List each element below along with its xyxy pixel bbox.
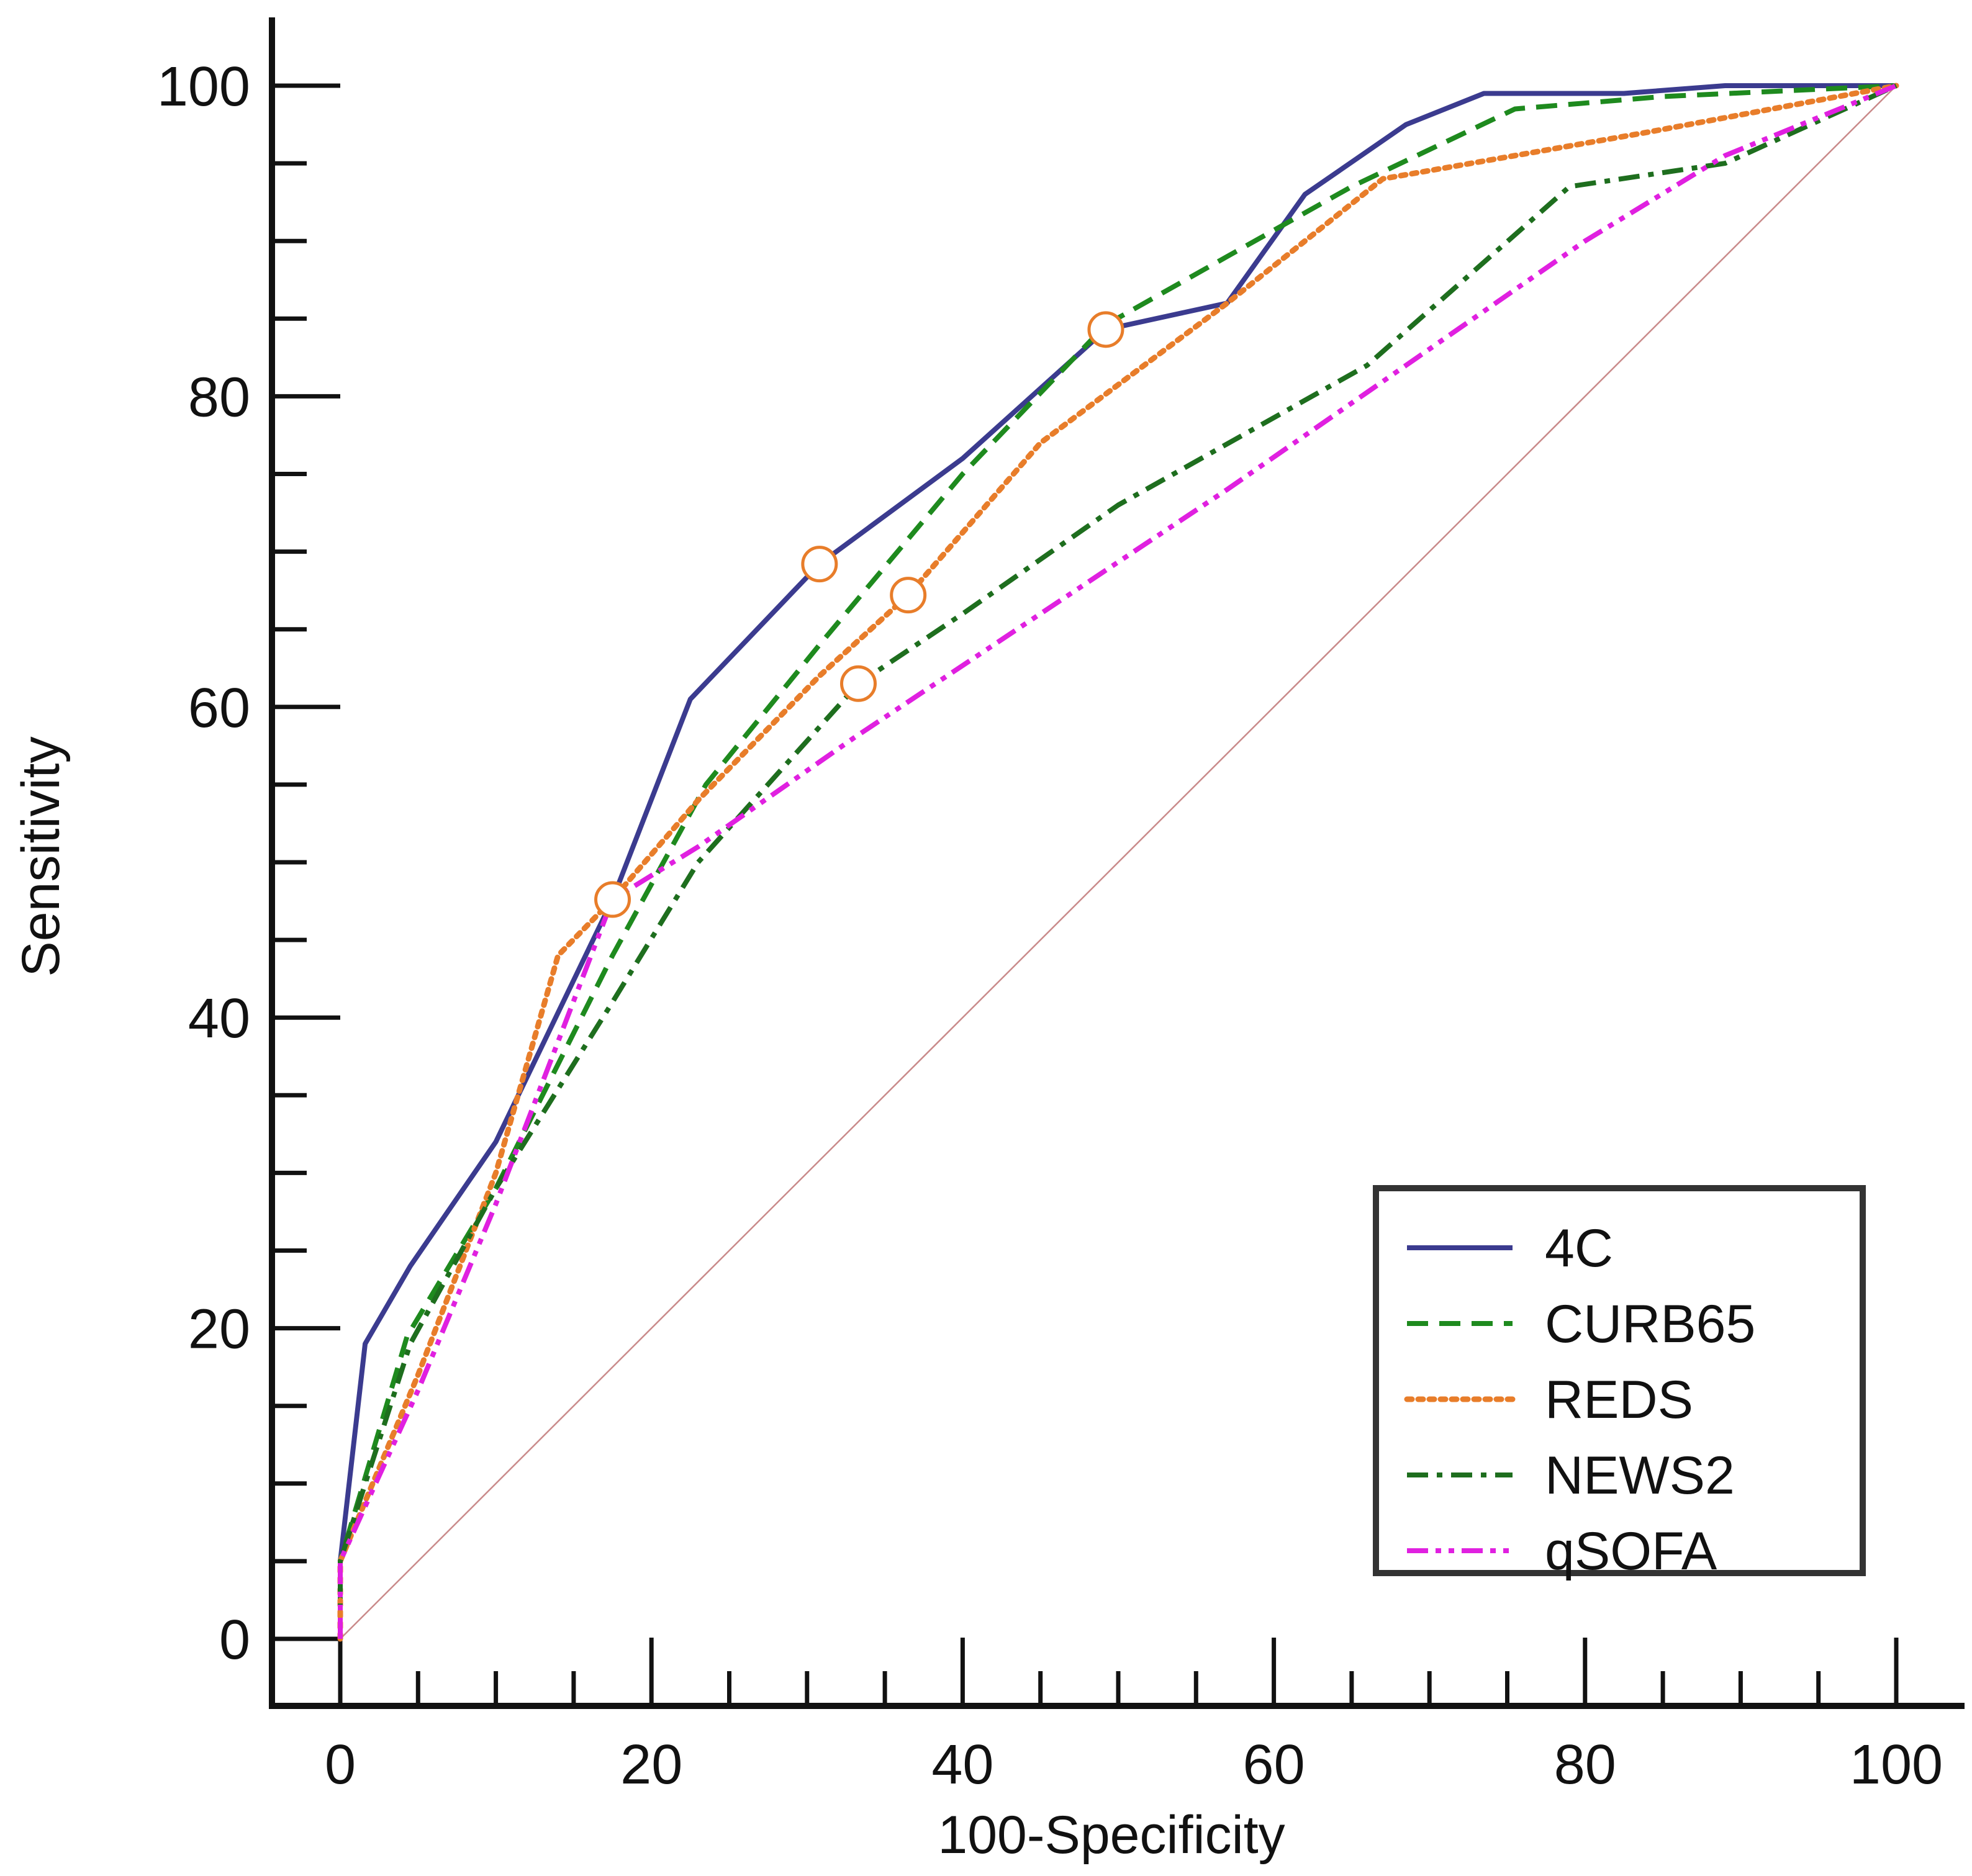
marker-reds bbox=[890, 577, 927, 614]
legend: 4C CURB65 REDS NEWS2 qSOFA bbox=[1373, 1185, 1866, 1581]
series-line-qsofa bbox=[338, 83, 1897, 1639]
legend-label-news2: NEWS2 bbox=[1545, 1446, 1735, 1505]
x-tick-label: 40 bbox=[931, 1734, 993, 1796]
x-tick-label: 80 bbox=[1554, 1734, 1616, 1796]
series-line-reds bbox=[337, 83, 1899, 1642]
reference-diagonal bbox=[340, 85, 1897, 1639]
y-tick-label: 0 bbox=[219, 1609, 250, 1671]
marker-news2 bbox=[839, 665, 877, 702]
legend-box bbox=[1373, 1185, 1866, 1576]
x-axis-title: 100-Specificity bbox=[938, 1805, 1285, 1865]
y-tick-label: 100 bbox=[157, 56, 250, 118]
y-tick-label: 80 bbox=[188, 366, 250, 428]
y-tick-label: 20 bbox=[188, 1299, 250, 1361]
y-axis-title: Sensitivity bbox=[11, 736, 71, 976]
series-line-curb65 bbox=[338, 83, 1897, 1639]
marker-qsofa bbox=[594, 881, 631, 918]
x-tick-label: 100 bbox=[1850, 1734, 1943, 1796]
legend-label-reds: REDS bbox=[1545, 1370, 1693, 1430]
y-tick-label: 60 bbox=[188, 677, 250, 739]
cutoff-markers bbox=[594, 311, 1124, 918]
x-tick-label: 60 bbox=[1243, 1734, 1305, 1796]
x-tick-label: 0 bbox=[325, 1734, 356, 1796]
legend-label-curb65: CURB65 bbox=[1545, 1294, 1755, 1354]
reference-line bbox=[340, 85, 1897, 1639]
legend-label-4c: 4C bbox=[1545, 1219, 1613, 1278]
axes: 0 20 40 60 80 100 0 20 40 60 80 100 bbox=[157, 17, 1965, 1796]
marker-curb65 bbox=[1087, 311, 1124, 348]
x-tick-label: 20 bbox=[620, 1734, 682, 1796]
marker-4c bbox=[801, 546, 838, 583]
legend-label-qsofa: qSOFA bbox=[1545, 1522, 1717, 1581]
series-line-4c bbox=[338, 83, 1896, 1639]
y-tick-label: 40 bbox=[188, 988, 250, 1050]
